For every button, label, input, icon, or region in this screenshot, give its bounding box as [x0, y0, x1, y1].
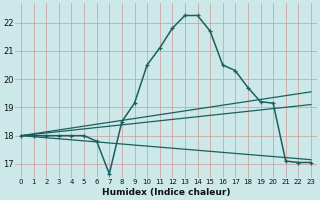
X-axis label: Humidex (Indice chaleur): Humidex (Indice chaleur)	[102, 188, 230, 197]
